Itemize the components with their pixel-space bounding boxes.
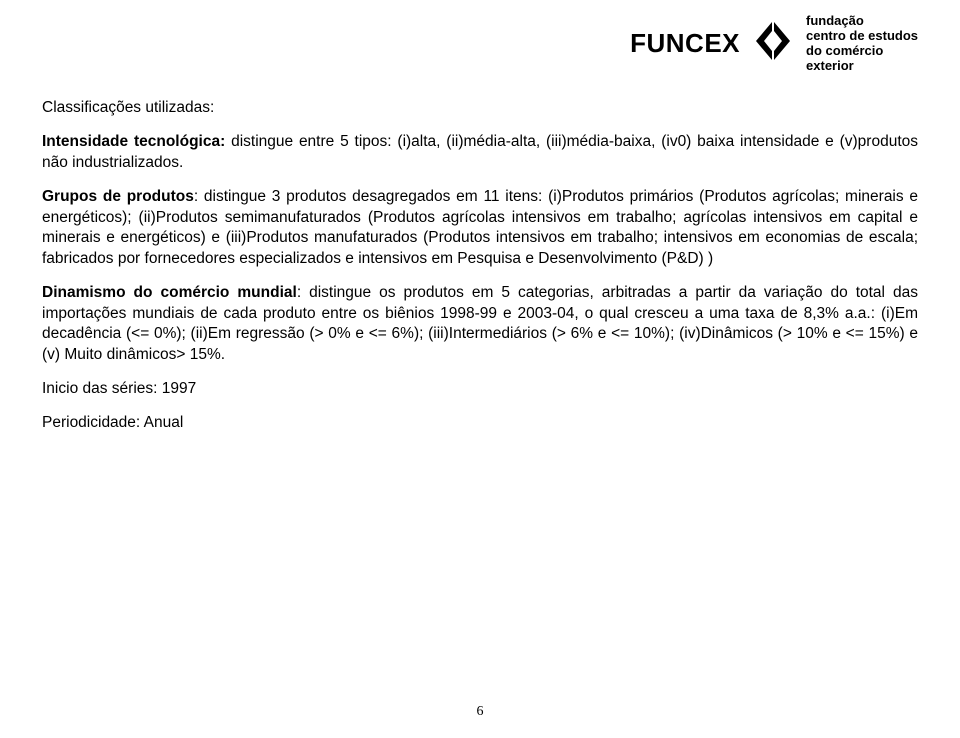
paragraph-dinamismo: Dinamismo do comércio mundial: distingue… — [42, 283, 918, 365]
tagline-line: centro de estudos — [806, 28, 918, 43]
tagline-line: do comércio — [806, 43, 883, 58]
paragraph-classificacoes: Classificações utilizadas: — [42, 98, 918, 118]
brand-tagline: fundação centro de estudos do comércio e… — [806, 14, 918, 74]
page-number: 6 — [0, 704, 960, 720]
paragraph-grupos: Grupos de produtos: distingue 3 produtos… — [42, 187, 918, 269]
body-content: Classificações utilizadas: Intensidade t… — [42, 14, 918, 434]
term-bold: Grupos de produtos — [42, 188, 194, 205]
tagline-line: exterior — [806, 58, 854, 73]
tagline-line: fundação — [806, 13, 864, 28]
paragraph-intensidade: Intensidade tecnológica: distingue entre… — [42, 132, 918, 173]
paragraph-periodicidade: Periodicidade: Anual — [42, 413, 918, 433]
logo-icon — [750, 18, 796, 69]
document-page: FUNCEX fundação centro de estudos do com… — [0, 0, 960, 738]
term-bold: Intensidade tecnológica: — [42, 133, 225, 150]
text-run: Classificações utilizadas: — [42, 99, 214, 116]
term-bold: Dinamismo do comércio mundial — [42, 284, 297, 301]
paragraph-inicio-series: Inicio das séries: 1997 — [42, 379, 918, 399]
header: FUNCEX fundação centro de estudos do com… — [630, 14, 918, 74]
text-run: Inicio das séries: 1997 — [42, 380, 196, 397]
brand-name: FUNCEX — [630, 28, 740, 59]
text-run: Periodicidade: Anual — [42, 414, 183, 431]
